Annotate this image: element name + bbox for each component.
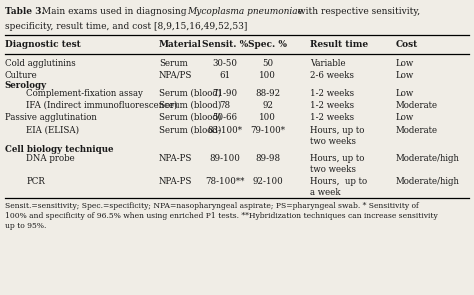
Text: Cost: Cost: [396, 40, 418, 49]
Text: Moderate/high: Moderate/high: [396, 154, 460, 163]
Text: Complement-fixation assay: Complement-fixation assay: [26, 88, 143, 98]
Text: 50-66: 50-66: [213, 113, 237, 122]
Text: Serum (blood): Serum (blood): [159, 113, 221, 122]
Text: Hours, up to
two weeks: Hours, up to two weeks: [310, 126, 365, 146]
Text: 30-50: 30-50: [213, 59, 237, 68]
Text: PCR: PCR: [26, 177, 45, 186]
Text: DNA probe: DNA probe: [26, 154, 75, 163]
Text: NPA-PS: NPA-PS: [159, 177, 192, 186]
Text: Sensit. %: Sensit. %: [202, 40, 248, 49]
Text: Low: Low: [396, 88, 414, 98]
Text: Passive agglutination: Passive agglutination: [5, 113, 97, 122]
Text: Cell biology technique: Cell biology technique: [5, 145, 113, 154]
Text: specificity, result time, and cost [8,9,15,16,49,52,53]: specificity, result time, and cost [8,9,…: [5, 22, 247, 31]
Text: Hours, up to
two weeks: Hours, up to two weeks: [310, 154, 365, 174]
Text: Variable: Variable: [310, 59, 346, 68]
Text: Moderate: Moderate: [396, 101, 438, 110]
Text: NPA/PS: NPA/PS: [159, 71, 192, 80]
Text: NPA-PS: NPA-PS: [159, 154, 192, 163]
Text: Low: Low: [396, 71, 414, 80]
Text: Main exams used in diagnosing: Main exams used in diagnosing: [39, 7, 190, 17]
Text: 2-6 weeks: 2-6 weeks: [310, 71, 355, 80]
Text: 100: 100: [259, 71, 276, 80]
Text: Culture: Culture: [5, 71, 37, 80]
Text: Serum: Serum: [159, 59, 188, 68]
Text: Moderate/high: Moderate/high: [396, 177, 460, 186]
Text: Table 3.: Table 3.: [5, 7, 45, 17]
Text: Cold agglutinins: Cold agglutinins: [5, 59, 75, 68]
Text: 88-92: 88-92: [255, 88, 281, 98]
Text: Moderate: Moderate: [396, 126, 438, 135]
Text: Serum (blood): Serum (blood): [159, 88, 221, 98]
Text: Serum (blood): Serum (blood): [159, 101, 221, 110]
Text: 1-2 weeks: 1-2 weeks: [310, 101, 355, 110]
Text: 78: 78: [219, 101, 231, 110]
Text: Serology: Serology: [5, 81, 47, 90]
Text: 92-100: 92-100: [253, 177, 283, 186]
Text: 79-100*: 79-100*: [250, 126, 285, 135]
Text: Low: Low: [396, 113, 414, 122]
Text: EIA (ELISA): EIA (ELISA): [26, 126, 79, 135]
Text: Sensit.=sensitivity; Spec.=specificity; NPA=nasopharyngeal aspirate; PS=pharynge: Sensit.=sensitivity; Spec.=specificity; …: [5, 202, 438, 230]
Text: 1-2 weeks: 1-2 weeks: [310, 113, 355, 122]
Text: Hours,  up to
a week: Hours, up to a week: [310, 177, 368, 197]
Text: IFA (Indirect immunofluorescence): IFA (Indirect immunofluorescence): [26, 101, 178, 110]
Text: Material: Material: [159, 40, 201, 49]
Text: Serum (blood): Serum (blood): [159, 126, 221, 135]
Text: 71-90: 71-90: [212, 88, 238, 98]
Text: 78-100**: 78-100**: [205, 177, 245, 186]
Text: 89-98: 89-98: [255, 154, 281, 163]
Text: 50: 50: [262, 59, 273, 68]
Text: 1-2 weeks: 1-2 weeks: [310, 88, 355, 98]
Text: Low: Low: [396, 59, 414, 68]
Text: Diagnostic test: Diagnostic test: [5, 40, 81, 49]
Text: Result time: Result time: [310, 40, 369, 49]
Text: with respective sensitivity,: with respective sensitivity,: [295, 7, 420, 17]
Text: Mycoplasma pneumoniae: Mycoplasma pneumoniae: [187, 7, 303, 17]
Text: 83-100*: 83-100*: [208, 126, 243, 135]
Text: 61: 61: [219, 71, 231, 80]
Text: 89-100: 89-100: [210, 154, 241, 163]
Text: 100: 100: [259, 113, 276, 122]
Text: 92: 92: [262, 101, 273, 110]
Text: Spec. %: Spec. %: [248, 40, 287, 49]
